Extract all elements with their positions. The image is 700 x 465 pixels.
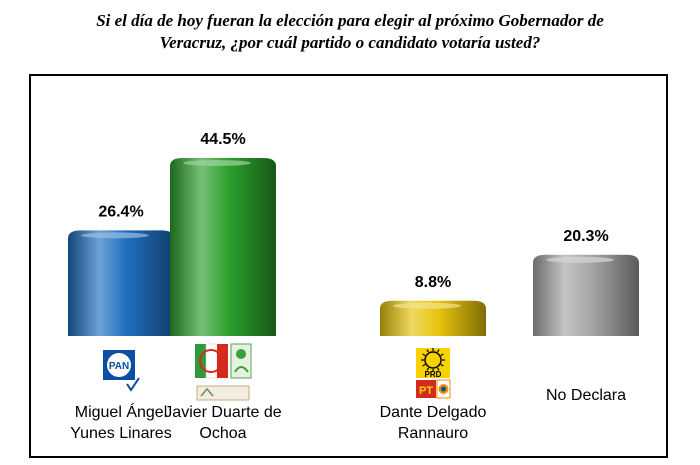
category-label-line: No Declara	[545, 387, 627, 404]
data-label-3: 8.8%	[415, 274, 451, 291]
category-label-1: Miguel Ángel Yunes Linares	[46, 402, 196, 444]
bar-highlight-3	[393, 302, 461, 309]
pan-logo: PAN	[101, 348, 141, 392]
bar-highlight-2	[183, 160, 251, 166]
category-label-3: Dante Delgado Rannauro	[358, 402, 508, 444]
bar-2	[170, 158, 276, 336]
category-label-line: Javier Duarte de	[164, 404, 282, 421]
bar-highlight-1	[81, 232, 149, 239]
category-label-line: Rannauro	[397, 425, 469, 442]
chart-title-line-1: Si el día de hoy fueran la elección para…	[96, 11, 604, 30]
bar-1	[68, 230, 174, 336]
svg-text:PT: PT	[419, 385, 433, 397]
bar-highlight-4	[546, 256, 614, 263]
prd-pt-convergencia-logo: PRD PT	[413, 346, 453, 400]
svg-text:PAN: PAN	[109, 361, 129, 372]
chart-title: Si el día de hoy fueran la elección para…	[0, 10, 700, 54]
pri-pvem-coalition-logo	[193, 342, 253, 404]
chart-title-line-2: Veracruz, ¿por cuál partido o candidato …	[159, 33, 541, 52]
category-label-line: Miguel Ángel	[74, 404, 168, 421]
bar-3	[380, 300, 486, 336]
category-label-line: Yunes Linares	[70, 425, 172, 442]
bar-chart: 26.4% 44.5% 8.8% 20.3%	[68, 131, 639, 336]
data-label-1: 26.4%	[98, 203, 143, 220]
category-label-line: Ochoa	[199, 425, 247, 442]
category-label-2: Javier Duarte de Ochoa	[148, 402, 298, 444]
data-label-2: 44.5%	[200, 131, 245, 148]
category-label-line: Dante Delgado	[379, 404, 487, 421]
category-label-4: No Declara	[511, 385, 661, 406]
bar-4	[533, 254, 639, 336]
svg-text:PRD: PRD	[425, 370, 442, 379]
data-label-4: 20.3%	[563, 228, 608, 245]
